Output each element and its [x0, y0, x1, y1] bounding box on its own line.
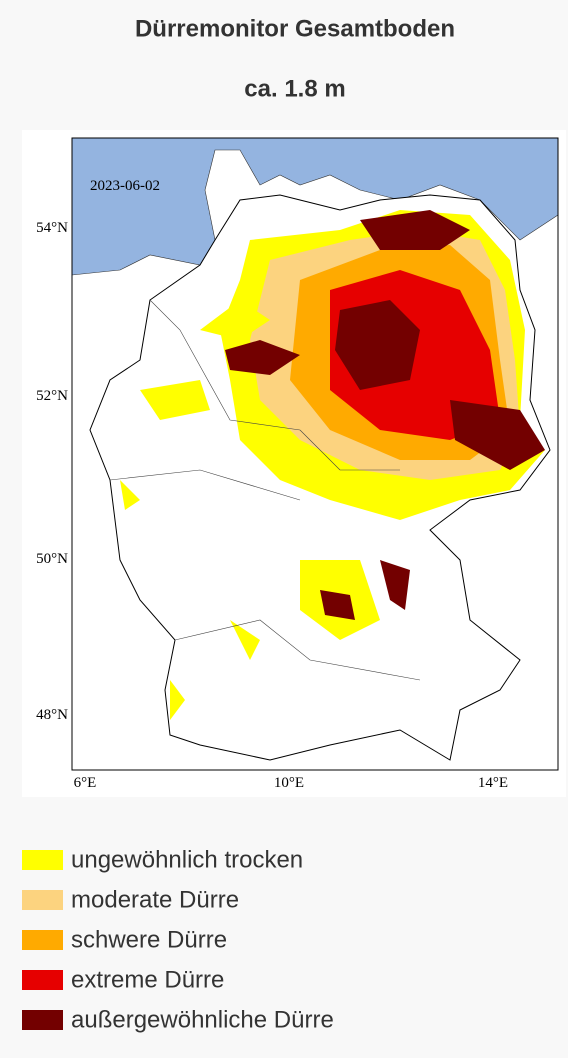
legend-label: außergewöhnliche Dürre [71, 1006, 334, 1033]
subtitle: ca. 1.8 m [244, 75, 345, 102]
legend-swatch [22, 890, 63, 910]
legend-swatch [22, 970, 63, 990]
lat-label: 48°N [36, 707, 68, 723]
legend-label: moderate Dürre [71, 886, 239, 913]
lat-label: 50°N [36, 551, 68, 567]
lon-label: 14°E [478, 775, 508, 791]
legend-label: extreme Dürre [71, 966, 224, 993]
drought-areas [120, 210, 545, 720]
title: Dürremonitor Gesamtboden [135, 15, 455, 42]
sea [72, 138, 558, 276]
legend-swatch [22, 850, 63, 870]
lat-label: 52°N [36, 388, 68, 404]
legend-swatch [22, 1010, 63, 1030]
date-label: 2023-06-02 [90, 178, 160, 194]
map: 2023-06-02 54°N 52°N 50°N 48°N 6°E 10°E … [36, 137, 559, 791]
legend-swatch [22, 930, 63, 950]
legend-label: schwere Dürre [71, 926, 227, 953]
legend: ungewöhnlich trocken moderate Dürre schwer… [22, 846, 334, 1033]
map-frame [71, 137, 559, 771]
state-borders [109, 299, 421, 681]
lat-label: 54°N [36, 220, 68, 236]
legend-label: ungewöhnlich trocken [71, 846, 303, 873]
lon-label: 6°E [74, 775, 97, 791]
lon-label: 10°E [274, 775, 304, 791]
